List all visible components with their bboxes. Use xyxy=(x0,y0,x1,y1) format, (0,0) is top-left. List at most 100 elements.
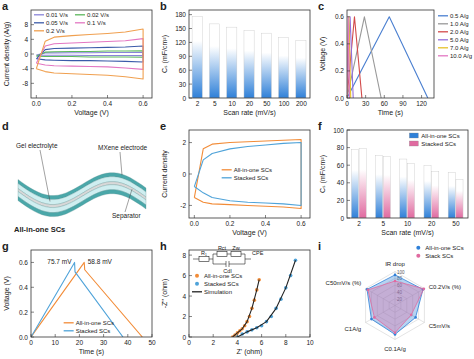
legend-swatch xyxy=(195,282,199,286)
frame xyxy=(31,250,152,337)
axis-label: IR drop xyxy=(385,261,405,267)
y-tick xyxy=(189,316,192,317)
radar-ring xyxy=(366,272,425,340)
series-line xyxy=(347,17,353,98)
circuit-wire xyxy=(213,254,217,255)
frame xyxy=(189,10,310,98)
axis-title: Z' (ohm) xyxy=(237,348,263,356)
tick-label: 100 xyxy=(279,100,290,107)
legend-label: Stacked SCs xyxy=(421,141,456,147)
y-tick xyxy=(189,56,192,57)
radar-point xyxy=(373,316,376,319)
axis-title: Cₛ (mF/cm²) xyxy=(319,155,327,193)
series-line xyxy=(194,143,301,206)
panel-i: i20406080100IR dropC0.2V/s (%)C5mV/sC0.1… xyxy=(318,240,464,352)
legend-swatch xyxy=(222,177,232,178)
circuit-element xyxy=(231,252,241,257)
tick-label: 0.6 xyxy=(139,100,148,107)
tick-label: 5 xyxy=(213,100,217,107)
legend-label: Stacked SCs xyxy=(234,175,269,181)
panel-c: c0.00.20.40.60306090120Time (s)Voltage (… xyxy=(318,0,472,117)
radar-area xyxy=(368,281,424,333)
tick-label: 0 xyxy=(182,171,186,178)
radar-point xyxy=(367,289,370,292)
legend-label: All-in-one SCs xyxy=(204,273,242,279)
tick-label: 4 xyxy=(236,339,240,346)
radar-point xyxy=(394,280,397,283)
x-tick xyxy=(127,334,128,337)
bar xyxy=(383,156,390,218)
panel-letter: d xyxy=(2,120,9,132)
tick-label: 30 xyxy=(100,339,108,346)
leader xyxy=(125,189,132,212)
tick-label: -4 xyxy=(22,65,28,72)
annotation: 58.8 mV xyxy=(88,258,113,265)
legend-label: 0.05 V/s xyxy=(46,20,68,26)
legend-swatch xyxy=(75,22,85,23)
panel-letter: b xyxy=(160,0,167,12)
x-tick xyxy=(237,334,238,337)
tick-label: 0.6 xyxy=(297,220,306,227)
tick-label: 0.2 xyxy=(335,67,344,74)
tick-label: 50 xyxy=(452,220,460,227)
frame xyxy=(189,250,310,337)
bar xyxy=(400,159,407,218)
layer xyxy=(18,185,146,213)
panel-a: a-8-40480.00.20.40.6Voltage (V)Current d… xyxy=(2,0,152,117)
legend-label: All-in-one SCs xyxy=(234,167,272,173)
x-tick xyxy=(421,95,422,98)
y-tick xyxy=(189,84,192,85)
panel-b: b030609012015018025102050100200Scan rate… xyxy=(160,0,310,117)
series-line xyxy=(347,17,428,98)
panel-d: dGel electrolyteMXene electrodeSeparator… xyxy=(2,120,148,234)
legend-label: 2.0 A/g xyxy=(450,29,469,35)
bar xyxy=(261,33,271,98)
tick-label: 10 xyxy=(306,339,314,346)
radar-point xyxy=(394,274,397,277)
y-tick xyxy=(189,205,192,206)
y-tick xyxy=(31,262,34,263)
y-tick xyxy=(31,54,34,55)
legend-label: All-in-one SCs xyxy=(76,320,114,326)
series-line xyxy=(347,17,362,98)
plot-area xyxy=(194,139,301,208)
x-tick xyxy=(301,215,302,218)
axis-title: Scan rate (mV/s) xyxy=(381,229,434,237)
figure: a-8-40480.00.20.40.6Voltage (V)Current d… xyxy=(0,0,474,359)
legend-swatch xyxy=(34,14,44,15)
axis-title: Current density xyxy=(161,150,169,198)
legend-label: 10.0 A/g xyxy=(450,53,472,59)
x-tick xyxy=(213,334,214,337)
tick-label: 0.4 xyxy=(261,220,270,227)
tick-label: 8 xyxy=(24,21,28,28)
plot-area xyxy=(347,17,428,98)
tick-label: 8 xyxy=(284,339,288,346)
series-line xyxy=(36,46,143,62)
axis-label: C1A/g xyxy=(345,326,362,332)
series-line xyxy=(36,51,143,58)
x-tick xyxy=(36,95,37,98)
tick-label: 100 xyxy=(333,127,344,134)
bar xyxy=(351,149,358,218)
y-tick xyxy=(347,147,350,148)
tick-label: 50 xyxy=(148,339,156,346)
x-tick xyxy=(71,95,72,98)
tick-label: 2 xyxy=(196,100,200,107)
tick-label: 0.0 xyxy=(335,95,344,102)
axis-title: Time (s) xyxy=(79,348,104,356)
panel-letter: a xyxy=(2,0,9,12)
legend-swatch xyxy=(409,133,418,138)
tick-label: 0.4 xyxy=(335,40,344,47)
tick-label: 5 xyxy=(381,220,385,227)
tick-label: 0 xyxy=(182,95,186,102)
x-tick xyxy=(107,95,108,98)
circuit-wire xyxy=(193,259,199,260)
tick-label: 0.6 xyxy=(335,13,344,20)
tick-label: 40 xyxy=(337,179,345,186)
x-tick xyxy=(365,95,366,98)
x-tick xyxy=(265,215,266,218)
axis-title: -Z'' (ohm) xyxy=(161,279,169,309)
tick-label: 2 xyxy=(357,220,361,227)
tick-label: 0.0 xyxy=(32,100,41,107)
radar-point xyxy=(423,288,426,291)
